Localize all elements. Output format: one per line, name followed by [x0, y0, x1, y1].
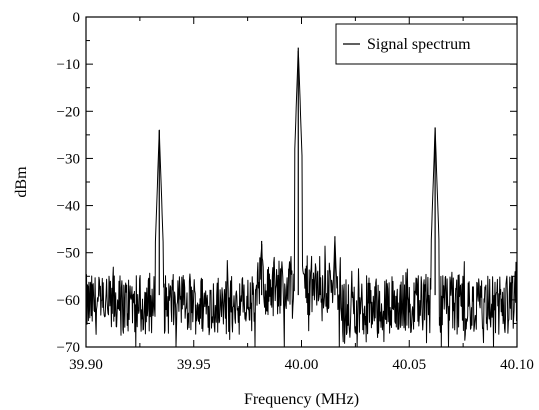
y-tick-label: −50 — [57, 246, 80, 262]
y-tick-label: −40 — [57, 199, 80, 215]
x-tick-label: 39.95 — [177, 357, 211, 373]
y-tick-label: −10 — [57, 57, 80, 73]
y-tick-label: −70 — [57, 340, 80, 356]
x-axis-label: Frequency (MHz) — [244, 391, 359, 408]
x-tick-label: 40.05 — [392, 357, 426, 373]
y-tick-label: −30 — [57, 151, 80, 167]
y-tick-label: −20 — [57, 104, 80, 120]
legend-box — [335, 23, 518, 65]
x-tick-label: 39.90 — [69, 357, 103, 373]
y-tick-label: −60 — [57, 293, 80, 309]
legend-label: Signal spectrum — [367, 36, 471, 53]
series-line-signal-spectrum — [85, 50, 518, 348]
y-tick-label: 0 — [73, 10, 81, 26]
y-axis-label: dBm — [13, 166, 30, 198]
plot-area — [85, 47, 518, 348]
legend: Signal spectrum — [335, 23, 518, 65]
x-tick-label: 40.00 — [285, 357, 319, 373]
axis-ticks: 39.90 39.95 40.00 40.05 40.10 0 −10 −20 −30 −40 −5… — [57, 10, 534, 373]
x-tick-label: 40.10 — [500, 357, 534, 373]
